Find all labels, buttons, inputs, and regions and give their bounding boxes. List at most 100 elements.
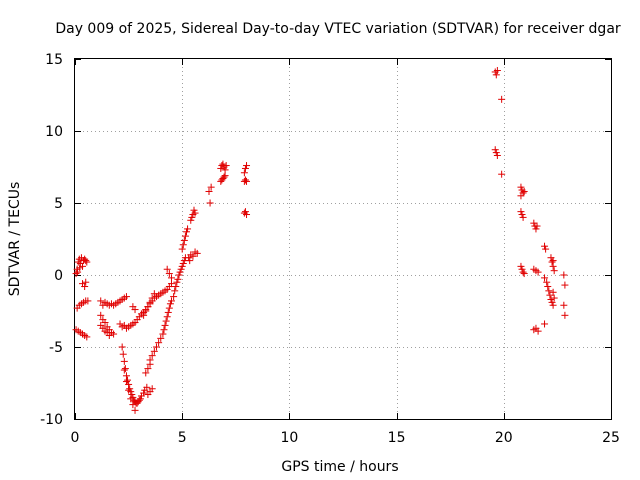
data-point xyxy=(530,219,538,227)
data-point xyxy=(165,304,173,312)
data-point xyxy=(83,258,91,266)
data-point xyxy=(148,352,156,360)
data-point xyxy=(187,216,195,224)
data-point xyxy=(167,274,175,282)
data-point xyxy=(498,170,506,178)
data-point xyxy=(83,333,91,341)
data-point xyxy=(164,308,172,316)
data-point xyxy=(545,287,553,295)
data-point xyxy=(127,395,135,403)
data-point xyxy=(84,297,92,305)
data-point xyxy=(110,330,118,338)
y-tick-label: -5 xyxy=(49,340,63,356)
data-point xyxy=(191,209,199,217)
data-point xyxy=(167,297,175,305)
data-point xyxy=(178,262,186,270)
data-point xyxy=(534,268,542,276)
data-point xyxy=(105,331,113,339)
y-tick-label: 10 xyxy=(45,124,63,140)
data-point xyxy=(163,313,171,321)
data-point xyxy=(135,396,143,404)
data-point xyxy=(190,206,198,214)
data-point xyxy=(143,383,151,391)
data-point xyxy=(519,268,527,276)
x-axis-label: GPS time / hours xyxy=(281,459,398,475)
data-point xyxy=(518,211,526,219)
data-point xyxy=(170,293,178,301)
data-point xyxy=(548,258,556,266)
data-point xyxy=(162,317,170,325)
data-point xyxy=(131,306,139,314)
data-point xyxy=(186,257,194,265)
data-point xyxy=(146,356,154,364)
data-point xyxy=(82,278,90,286)
data-point xyxy=(181,232,189,240)
data-point xyxy=(517,192,525,200)
data-point xyxy=(148,385,156,393)
data-point xyxy=(146,298,154,306)
data-point xyxy=(206,199,214,207)
data-point xyxy=(126,385,134,393)
data-point xyxy=(97,311,105,319)
data-point xyxy=(128,391,136,399)
axis-ticks: 0 5 10 15 20 25 -10 -5 0 5 10 15 xyxy=(40,52,620,446)
data-point xyxy=(241,164,249,172)
data-point xyxy=(193,249,201,257)
data-point xyxy=(81,283,89,291)
data-point xyxy=(240,169,248,177)
data-point xyxy=(179,241,187,249)
data-point xyxy=(175,271,183,279)
data-point xyxy=(541,320,549,328)
data-point xyxy=(144,365,152,373)
data-point xyxy=(550,267,558,275)
x-tick-label: 15 xyxy=(388,430,406,446)
data-point xyxy=(152,343,160,351)
data-point xyxy=(144,303,152,311)
chart-title: Day 009 of 2025, Sidereal Day-to-day VTE… xyxy=(55,21,621,37)
data-point xyxy=(82,257,90,265)
data-point xyxy=(544,283,552,291)
data-point xyxy=(560,271,568,279)
x-tick-label: 5 xyxy=(178,430,187,446)
data-point xyxy=(518,265,526,273)
data-point xyxy=(173,278,181,286)
data-point xyxy=(222,162,230,170)
data-point xyxy=(189,252,197,260)
data-point xyxy=(142,369,150,377)
data-point xyxy=(161,321,169,329)
data-point xyxy=(534,327,542,335)
x-tick-label: 0 xyxy=(71,430,80,446)
y-tick-label: 15 xyxy=(45,52,63,68)
data-points xyxy=(72,67,569,414)
data-point xyxy=(125,386,133,394)
data-point xyxy=(219,160,227,168)
grid xyxy=(75,59,611,419)
x-tick-label: 25 xyxy=(602,430,620,446)
data-point xyxy=(163,265,171,273)
data-point xyxy=(165,270,173,278)
data-point xyxy=(122,293,130,301)
data-point xyxy=(119,350,127,358)
data-point xyxy=(517,208,525,216)
data-point xyxy=(155,339,163,347)
data-point xyxy=(159,330,167,338)
data-point xyxy=(129,401,137,409)
data-point xyxy=(177,265,185,273)
data-point xyxy=(243,177,251,185)
data-point xyxy=(241,176,249,184)
data-point xyxy=(549,288,557,296)
data-point xyxy=(533,222,541,230)
data-point xyxy=(546,291,554,299)
data-point xyxy=(207,183,215,191)
data-point xyxy=(550,294,558,302)
data-point xyxy=(530,326,538,334)
data-point xyxy=(179,259,187,267)
data-point xyxy=(561,311,569,319)
data-point xyxy=(519,213,527,221)
data-point xyxy=(148,294,156,302)
data-point xyxy=(560,301,568,309)
data-point xyxy=(172,283,180,291)
data-point xyxy=(176,268,184,276)
data-point xyxy=(217,164,225,172)
